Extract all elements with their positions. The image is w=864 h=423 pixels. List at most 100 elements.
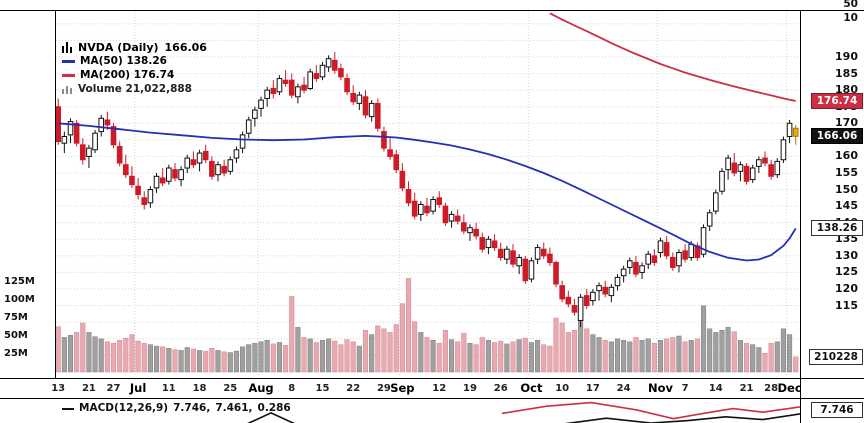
volume-bar <box>307 338 313 373</box>
volume-bar <box>682 341 688 373</box>
volume-bar <box>215 350 221 373</box>
candle <box>756 156 762 173</box>
volume-bar <box>80 322 86 373</box>
candle <box>516 254 522 275</box>
volume-bar <box>190 348 196 373</box>
candle <box>706 209 713 231</box>
candle <box>110 123 117 149</box>
volume-bar <box>387 332 393 373</box>
macd-histogram-value: 0.286 <box>257 402 291 414</box>
candle <box>682 244 688 263</box>
volume-bar <box>504 343 510 373</box>
ma50-line <box>58 122 797 262</box>
volume-bar <box>350 341 356 373</box>
candle <box>190 151 197 169</box>
volume-bar <box>780 328 786 373</box>
volume-bar <box>516 339 522 373</box>
macd-legend-row[interactable]: MACD(12,26,9) 7.746, 7.461, 0.286 <box>62 402 296 414</box>
candle <box>436 191 443 208</box>
candle <box>153 172 160 193</box>
ma200-line <box>549 12 796 102</box>
candle <box>215 161 221 182</box>
candle <box>590 288 596 306</box>
candle <box>381 126 387 152</box>
candle <box>270 80 277 99</box>
legend-ma50-row[interactable]: MA(50) 138.26 <box>62 54 207 68</box>
volume-bar <box>197 350 203 373</box>
volume-histogram <box>56 278 799 373</box>
candle <box>774 158 781 178</box>
volume-bar <box>381 328 387 373</box>
volume-bar <box>74 332 80 373</box>
volume-bar <box>541 344 547 373</box>
volume-bar <box>719 329 725 373</box>
candle <box>374 98 381 132</box>
volume-bar <box>528 342 534 373</box>
candle <box>313 65 320 82</box>
volume-bar <box>61 337 67 373</box>
volume-bar <box>707 328 713 373</box>
candle <box>657 237 664 258</box>
candle <box>221 159 227 177</box>
volume-bar <box>627 341 633 373</box>
volume-bar <box>338 344 344 373</box>
candle <box>602 280 608 298</box>
volume-bar <box>787 334 793 373</box>
volume-bar <box>418 332 424 373</box>
candle <box>485 235 492 255</box>
candle <box>325 55 332 72</box>
volume-bar <box>313 342 319 373</box>
candle <box>534 244 541 265</box>
candle <box>719 168 725 195</box>
candle <box>547 247 553 266</box>
legend-ma200-row[interactable]: MA(200) 176.74 <box>62 68 207 82</box>
volume-bar <box>332 340 338 373</box>
candle <box>104 111 111 130</box>
volume-bar <box>326 338 332 373</box>
legend-volume-row[interactable]: Volume 21,022,888 <box>62 82 207 96</box>
volume-bar <box>461 332 467 373</box>
candle <box>147 186 154 208</box>
candle <box>98 114 105 137</box>
volume-bar <box>178 350 184 373</box>
volume-bar <box>688 340 694 373</box>
volume-bar <box>160 346 166 373</box>
volume-bar <box>270 343 276 373</box>
volume-bar <box>104 341 110 373</box>
volume-bar <box>651 342 657 373</box>
candle <box>596 282 602 301</box>
candle <box>116 141 123 167</box>
macd-title: MACD(12,26,9) <box>79 402 169 414</box>
panel-frame <box>0 10 864 423</box>
candle <box>497 242 504 261</box>
volume-bar <box>602 340 608 373</box>
volume-bar <box>565 332 571 373</box>
volume-bar <box>584 328 590 373</box>
volume-bar <box>356 345 362 373</box>
volume-bar <box>264 340 270 373</box>
volume-bar <box>700 305 707 373</box>
volume-bar <box>768 342 774 373</box>
candle <box>510 244 516 268</box>
macd-curves <box>247 401 800 423</box>
volume-bar <box>129 334 135 373</box>
volume-bar <box>633 337 639 373</box>
legend-symbol-row[interactable]: NVDA (Daily) 166.06 <box>62 40 207 54</box>
volume-bar <box>473 344 479 373</box>
candle <box>209 156 215 180</box>
volume-bar <box>645 338 651 373</box>
volume-bar <box>430 340 436 373</box>
volume-label: Volume 21,022,888 <box>78 83 192 95</box>
candle <box>319 61 326 81</box>
volume-bar <box>596 337 602 373</box>
candle <box>264 86 270 107</box>
volume-bar <box>737 340 743 373</box>
volume-bar <box>713 332 719 373</box>
candle <box>768 159 774 180</box>
candle <box>522 255 529 285</box>
candle <box>743 163 750 185</box>
candle <box>639 262 645 280</box>
candle <box>645 250 652 270</box>
volume-bar <box>289 296 295 373</box>
